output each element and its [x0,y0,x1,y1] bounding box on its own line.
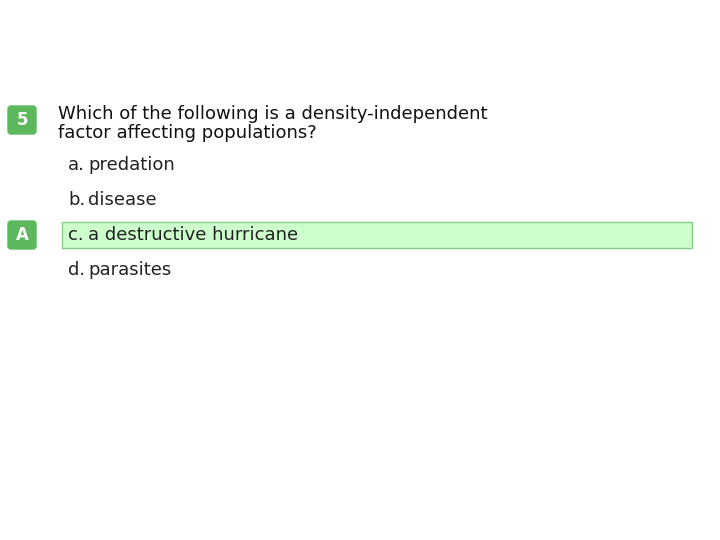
Text: a destructive hurricane: a destructive hurricane [88,226,298,244]
Text: predation: predation [88,156,175,174]
Text: d.: d. [68,261,85,279]
Text: a.: a. [68,156,85,174]
Text: disease: disease [88,191,157,209]
FancyBboxPatch shape [8,106,36,134]
FancyBboxPatch shape [62,222,692,248]
Text: factor affecting populations?: factor affecting populations? [58,124,317,142]
FancyBboxPatch shape [8,221,36,249]
Text: parasites: parasites [88,261,171,279]
Text: A: A [16,226,28,244]
Text: c.: c. [68,226,84,244]
Text: 5: 5 [17,111,28,129]
Text: Which of the following is a density-independent: Which of the following is a density-inde… [58,105,487,123]
Text: b.: b. [68,191,85,209]
